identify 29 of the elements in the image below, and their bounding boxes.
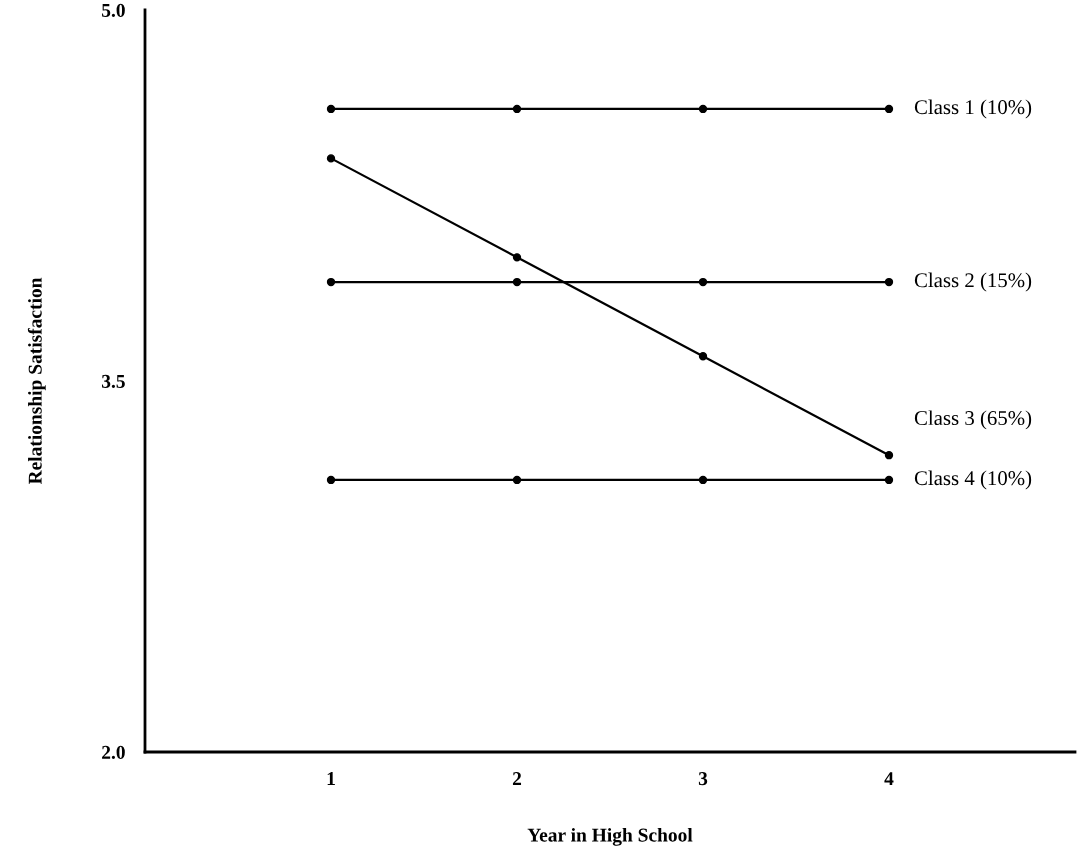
- point: [884, 277, 894, 287]
- y-tick-label: 5.0: [102, 3, 125, 18]
- point: [698, 352, 708, 361]
- x-axis-title: Year in High School: [527, 827, 693, 846]
- point: [326, 154, 336, 163]
- point: [512, 253, 522, 262]
- x-tick-label: 4: [884, 772, 894, 785]
- point: [326, 475, 336, 485]
- point: [326, 277, 336, 287]
- series-label: Class 1 (10%): [914, 99, 1032, 119]
- point: [698, 104, 708, 114]
- point: [512, 475, 522, 485]
- y-axis-title: Relationship Satisfaction: [27, 277, 46, 485]
- series-label: Class 4 (10%): [914, 470, 1032, 490]
- y-tick-label: 2.0: [102, 745, 125, 760]
- point: [512, 104, 522, 114]
- point: [698, 475, 708, 485]
- point: [884, 475, 894, 485]
- series-label: Class 3 (65%): [914, 410, 1032, 430]
- point: [884, 451, 894, 460]
- point: [884, 104, 894, 114]
- y-tick-label: 3.5: [101, 374, 125, 389]
- series-label: Class 2 (15%): [914, 272, 1032, 292]
- point: [326, 104, 336, 114]
- x-tick-label: 1: [327, 772, 335, 785]
- point: [698, 277, 708, 287]
- x-tick-label: 2: [512, 772, 522, 785]
- point: [512, 277, 522, 287]
- x-tick-label: 3: [698, 772, 708, 786]
